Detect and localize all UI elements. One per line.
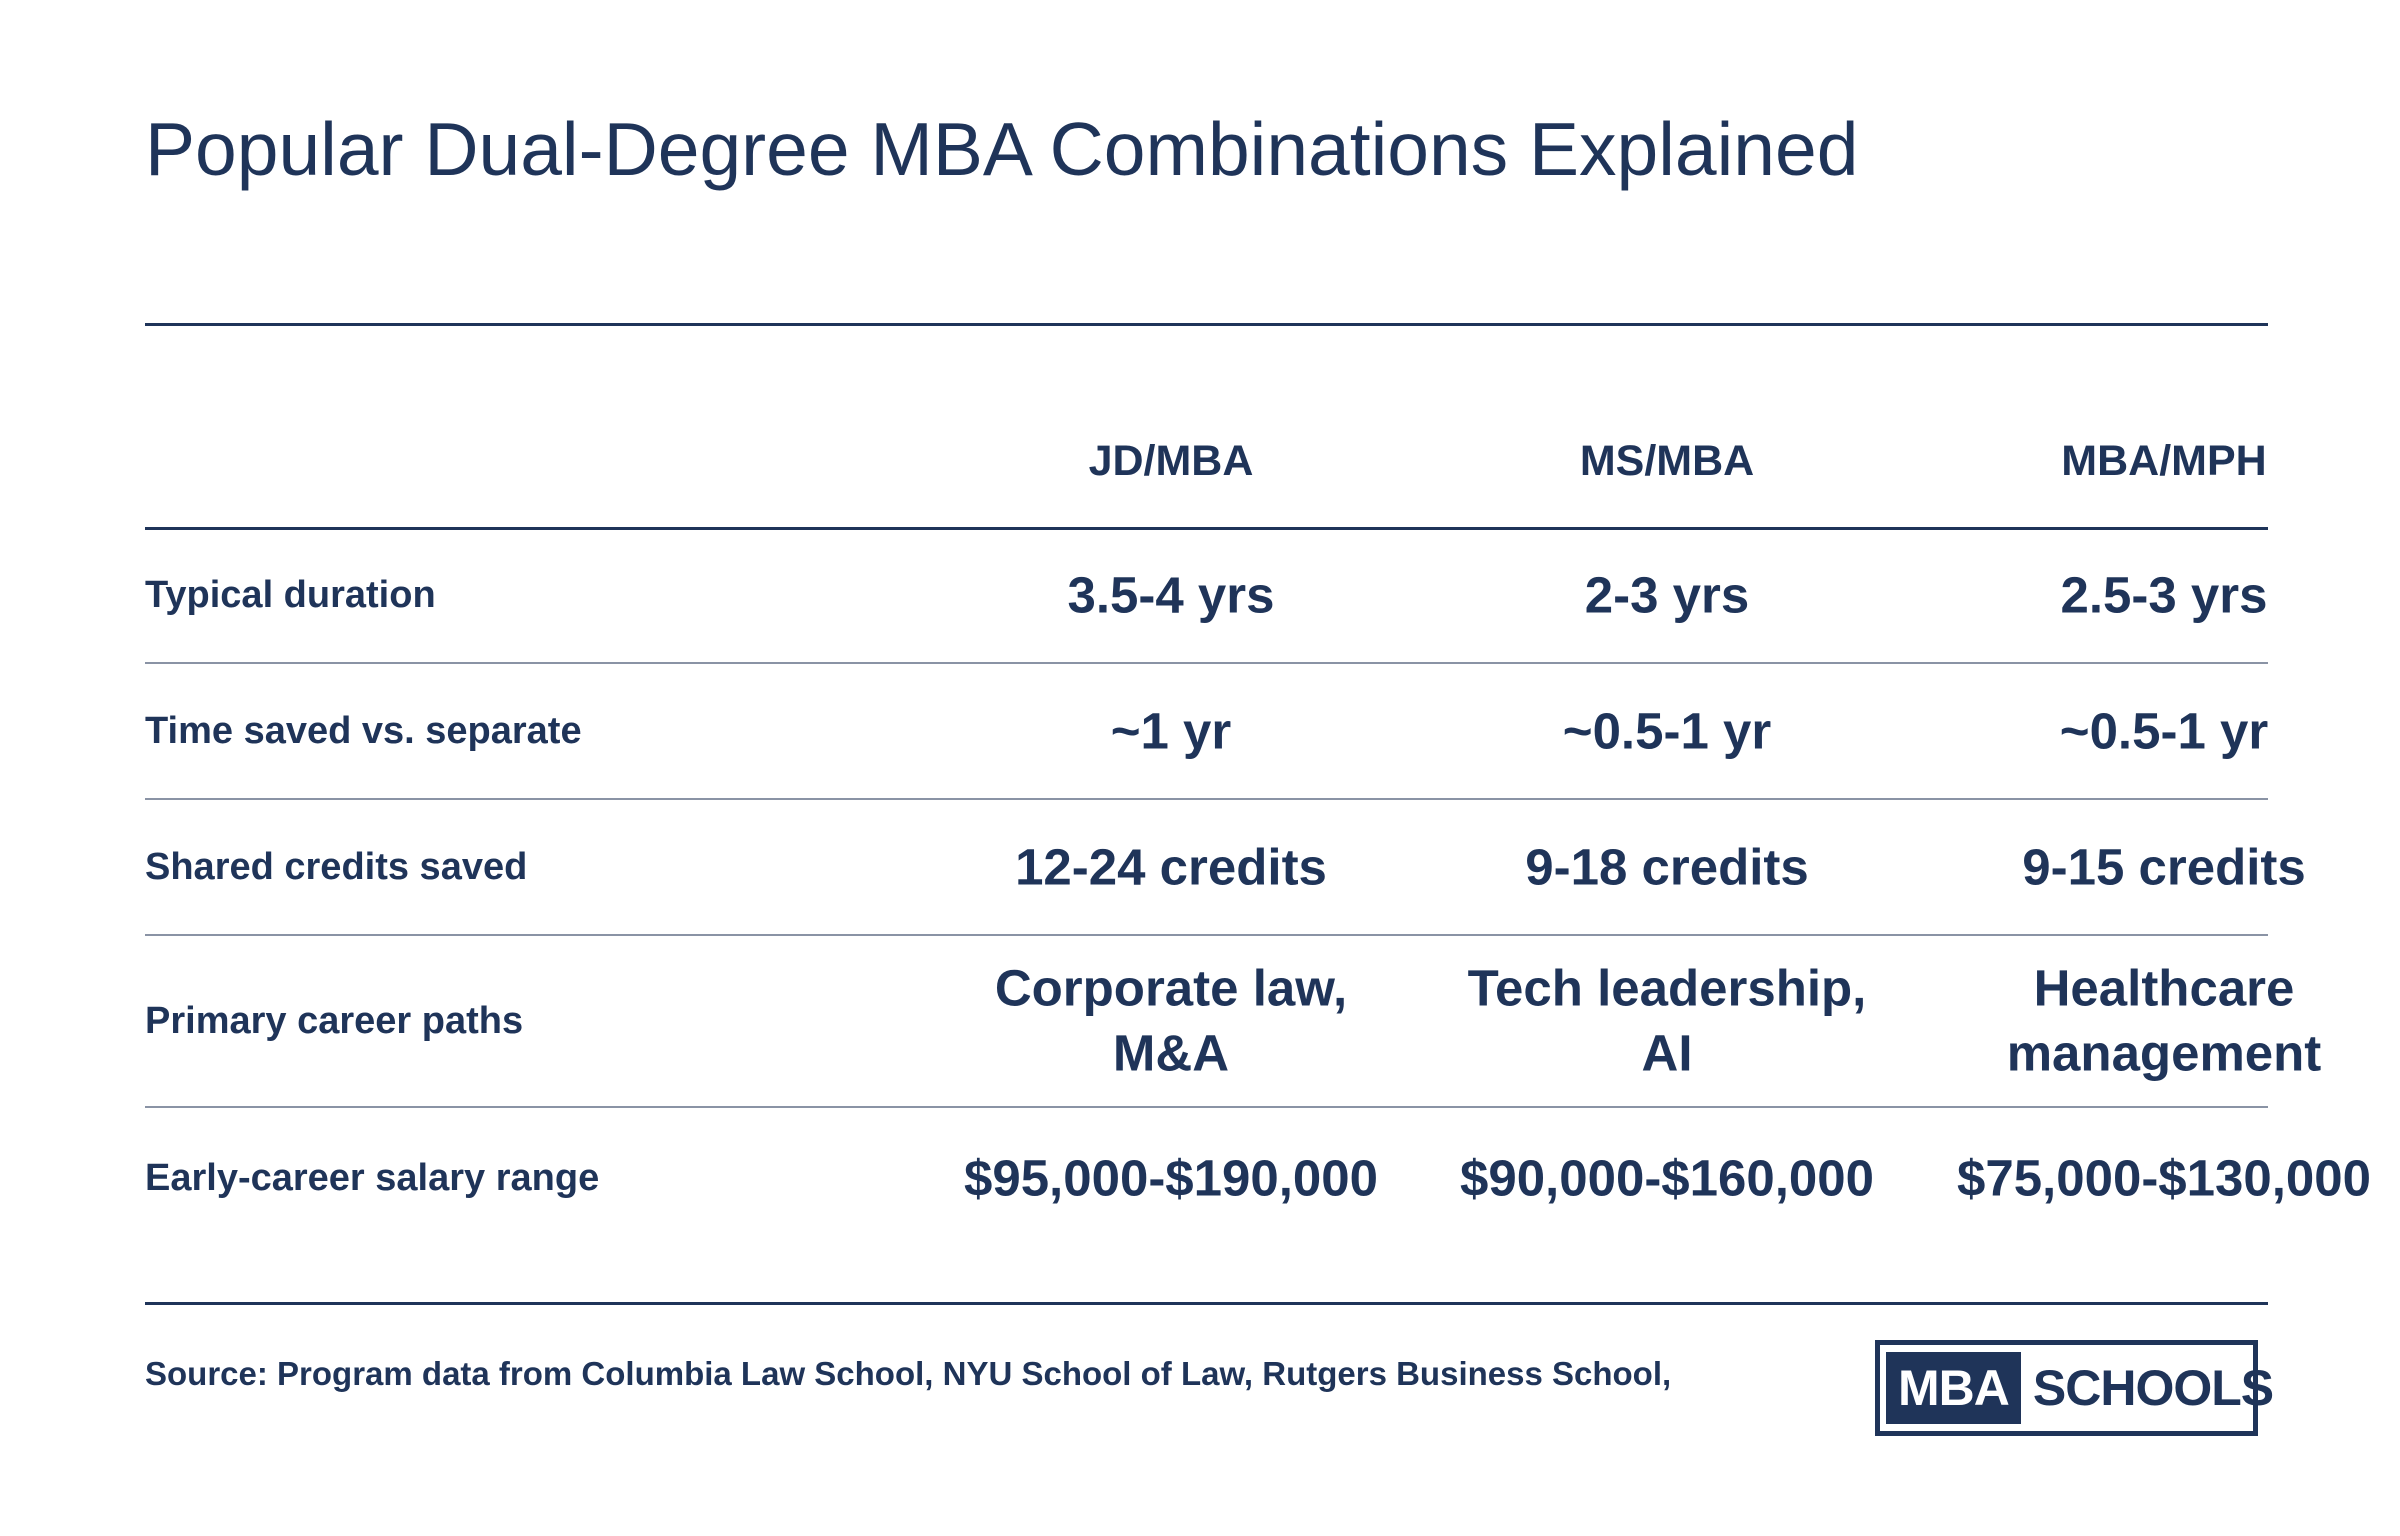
- table-cell: ~0.5-1 yr: [1562, 702, 1772, 760]
- table-cell: Healthcare management: [2006, 959, 2322, 1082]
- mba-schools-logo: MBA SCHOOLS: [1875, 1340, 2274, 1436]
- title-divider: [145, 323, 2268, 326]
- logo-box-text: MBA: [1886, 1352, 2021, 1424]
- table-cell: 9-15 credits: [2022, 838, 2306, 896]
- table-cell: ~1 yr: [1110, 702, 1232, 760]
- table-header-divider: [145, 527, 2268, 530]
- table-row: Time saved vs. separate ~1 yr ~0.5-1 yr …: [145, 664, 2268, 800]
- row-label: Shared credits saved: [145, 846, 528, 888]
- table-cell: $90,000-$160,000: [1459, 1149, 1875, 1207]
- table-cell: 12-24 credits: [1015, 838, 1327, 896]
- table-row: Shared credits saved 12-24 credits 9-18 …: [145, 800, 2306, 936]
- table-cell: $75,000-$130,000: [1956, 1149, 2372, 1207]
- row-label: Primary career paths: [145, 1000, 524, 1042]
- page-title: Popular Dual-Degree MBA Combinations Exp…: [145, 107, 1859, 191]
- table-row: Early-career salary range $95,000-$190,0…: [145, 1108, 2371, 1248]
- column-header-ms-mba: MS/MBA: [1579, 437, 1755, 485]
- row-label: Early-career salary range: [145, 1157, 600, 1199]
- footer-divider: [145, 1302, 2268, 1305]
- row-label: Time saved vs. separate: [145, 710, 582, 752]
- table-cell: 9-18 credits: [1525, 838, 1809, 896]
- table-cell: 3.5-4 yrs: [1067, 565, 1275, 623]
- table-cell: Corporate law, M&A: [994, 959, 1348, 1082]
- source-note: Source: Program data from Columbia Law S…: [145, 1355, 1672, 1392]
- logo-text: SCHOOLS: [2032, 1360, 2274, 1416]
- table-header-row: JD/MBA MS/MBA MBA/MPH: [145, 330, 2268, 527]
- table-cell: $95,000-$190,000: [963, 1149, 1379, 1207]
- table-cell: 2-3 yrs: [1584, 565, 1750, 623]
- column-header-mba-mph: MBA/MPH: [2061, 437, 2267, 485]
- table-cell: ~0.5-1 yr: [2059, 702, 2269, 760]
- table-cell: Tech leadership, AI: [1467, 959, 1867, 1082]
- column-header-jd-mba: JD/MBA: [1088, 437, 1254, 485]
- comparison-table: JD/MBA MS/MBA MBA/MPH Typical duration 3…: [145, 330, 2371, 1248]
- table-row: Typical duration 3.5-4 yrs 2-3 yrs 2.5-3…: [145, 527, 2268, 664]
- row-label: Typical duration: [145, 573, 436, 616]
- table-row: Primary career paths Corporate law, M&A …: [145, 936, 2321, 1108]
- table-cell: 2.5-3 yrs: [2060, 565, 2268, 623]
